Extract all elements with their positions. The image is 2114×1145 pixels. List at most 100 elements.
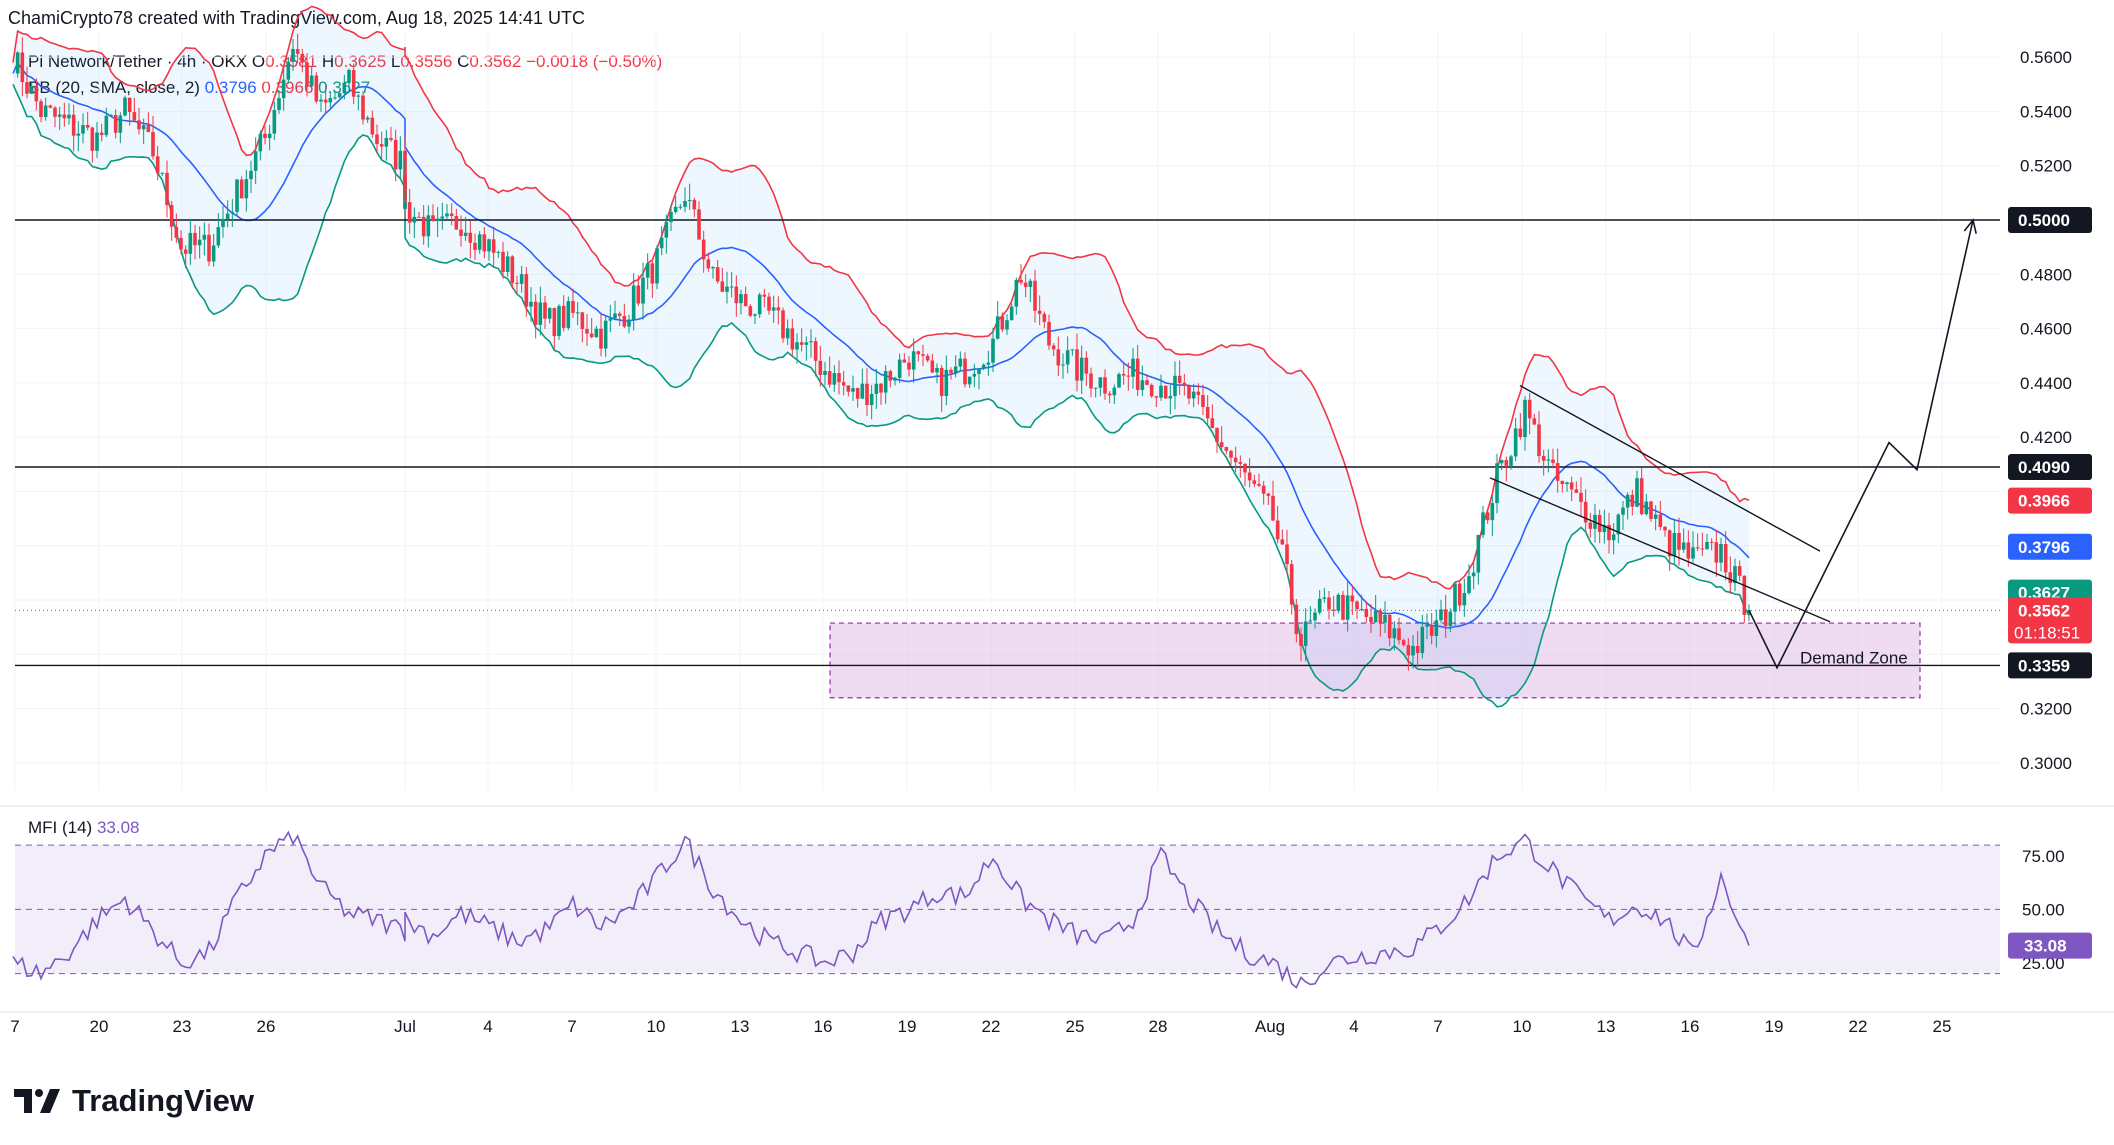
candle-body <box>1462 592 1467 606</box>
candle-body <box>1140 380 1145 390</box>
mfi-name[interactable]: MFI (14) <box>28 818 93 837</box>
wedge-lower-trendline <box>1489 477 1831 623</box>
price-badge-label: 0.3796 <box>2018 538 2070 557</box>
price-badge-0.3562 <box>2008 597 2092 644</box>
candle-body <box>258 133 263 152</box>
candle-body <box>911 351 916 370</box>
price-tick-label: 0.4200 <box>2020 428 2072 447</box>
candle-body <box>109 114 113 116</box>
candle-body <box>1588 522 1593 529</box>
candle-body <box>897 359 902 378</box>
candle-body <box>155 156 160 174</box>
candle-body <box>1499 460 1504 464</box>
projection-arrow-head <box>1963 218 1977 234</box>
candle-body <box>1621 507 1625 515</box>
candle-body <box>76 133 81 136</box>
candle-body <box>1695 547 1700 549</box>
candle-body <box>1098 377 1103 388</box>
candle-body <box>1252 480 1257 484</box>
mfi-tick-label: 75.00 <box>2022 847 2065 866</box>
candle-body <box>1439 609 1443 621</box>
candle-body <box>1355 601 1359 610</box>
candle-body <box>1047 321 1051 346</box>
chart-canvas[interactable]: Demand Zone 0.3000 0.3200 0.4200 0.4400 0.460… <box>0 0 2114 1060</box>
candle-body <box>1411 645 1415 656</box>
candle-body <box>599 328 603 349</box>
price-badge-0.3796 <box>2008 533 2092 560</box>
candle-body <box>1406 645 1411 656</box>
candle-body <box>1196 391 1201 395</box>
candle-body <box>1289 564 1294 605</box>
candle-body <box>333 97 337 99</box>
candle-body <box>412 216 417 223</box>
candle-body <box>487 239 491 252</box>
candle-body <box>1425 624 1429 627</box>
candle-body <box>669 211 673 223</box>
candle-body <box>361 95 365 120</box>
candle-body <box>421 216 426 237</box>
candle-body <box>972 373 977 377</box>
candle-body <box>533 301 538 325</box>
candle-body <box>753 314 757 316</box>
candle-body <box>860 383 865 399</box>
chart-header: ChamiCrypto78 created with TradingView.c… <box>8 8 585 28</box>
candle-body <box>967 376 972 385</box>
candle-body <box>426 215 431 237</box>
candle-body <box>1331 609 1336 611</box>
candle-body <box>1224 446 1229 451</box>
candle-body <box>43 105 48 117</box>
candle-body <box>1453 583 1457 612</box>
candle-body <box>1401 640 1406 646</box>
candle-body <box>137 120 141 130</box>
candle-body <box>1485 512 1490 521</box>
candle-body <box>1159 385 1163 398</box>
time-tick-label: 7 <box>567 1017 576 1036</box>
time-tick-label: 4 <box>483 1017 492 1036</box>
candle-body <box>1009 306 1014 321</box>
candle-body <box>1350 595 1355 602</box>
candle-body <box>1607 524 1611 541</box>
candle-body <box>963 358 967 385</box>
time-tick-label: 25 <box>1066 1017 1085 1036</box>
candle-body <box>496 251 501 253</box>
candle-body <box>846 385 851 392</box>
candle-body <box>95 132 99 151</box>
candle-body <box>1089 373 1093 389</box>
candle-body <box>39 101 43 117</box>
candle-body <box>314 75 319 102</box>
candle-body <box>20 52 25 83</box>
candle-body <box>1611 534 1616 541</box>
candle-body <box>347 69 351 83</box>
bb-name[interactable]: BB (20, SMA, close, 2) <box>28 78 200 97</box>
candle-body <box>398 150 403 170</box>
candle-body <box>1173 375 1177 397</box>
candle-body <box>323 99 328 103</box>
candle-body <box>1261 485 1266 494</box>
candle-body <box>832 373 837 385</box>
candle-body <box>1313 612 1317 621</box>
candle-body <box>767 296 771 311</box>
candle-body <box>935 367 939 373</box>
candle-body <box>1630 494 1635 507</box>
price-tick-label: 0.4400 <box>2020 374 2072 393</box>
candle-body <box>389 138 393 140</box>
candle-body <box>160 172 165 174</box>
candle-body <box>692 199 697 210</box>
candle-body <box>1490 503 1495 521</box>
bb-legend: BB (20, SMA, close, 2) 0.3796 0.3966 0.3… <box>28 78 370 98</box>
candle-body <box>1364 608 1369 617</box>
candle-body <box>207 234 211 262</box>
candle-body <box>305 62 309 87</box>
candle-body <box>1457 583 1462 606</box>
candle-body <box>1546 459 1551 461</box>
candle-body <box>300 53 305 63</box>
candle-body <box>823 371 827 375</box>
candle-body <box>776 307 781 311</box>
candle-body <box>165 172 169 206</box>
candle-body <box>501 251 505 272</box>
candle-body <box>370 117 375 135</box>
candle-body <box>146 125 151 133</box>
candle-body <box>309 75 314 87</box>
candle-body <box>375 134 379 145</box>
candle-body <box>1565 482 1569 485</box>
